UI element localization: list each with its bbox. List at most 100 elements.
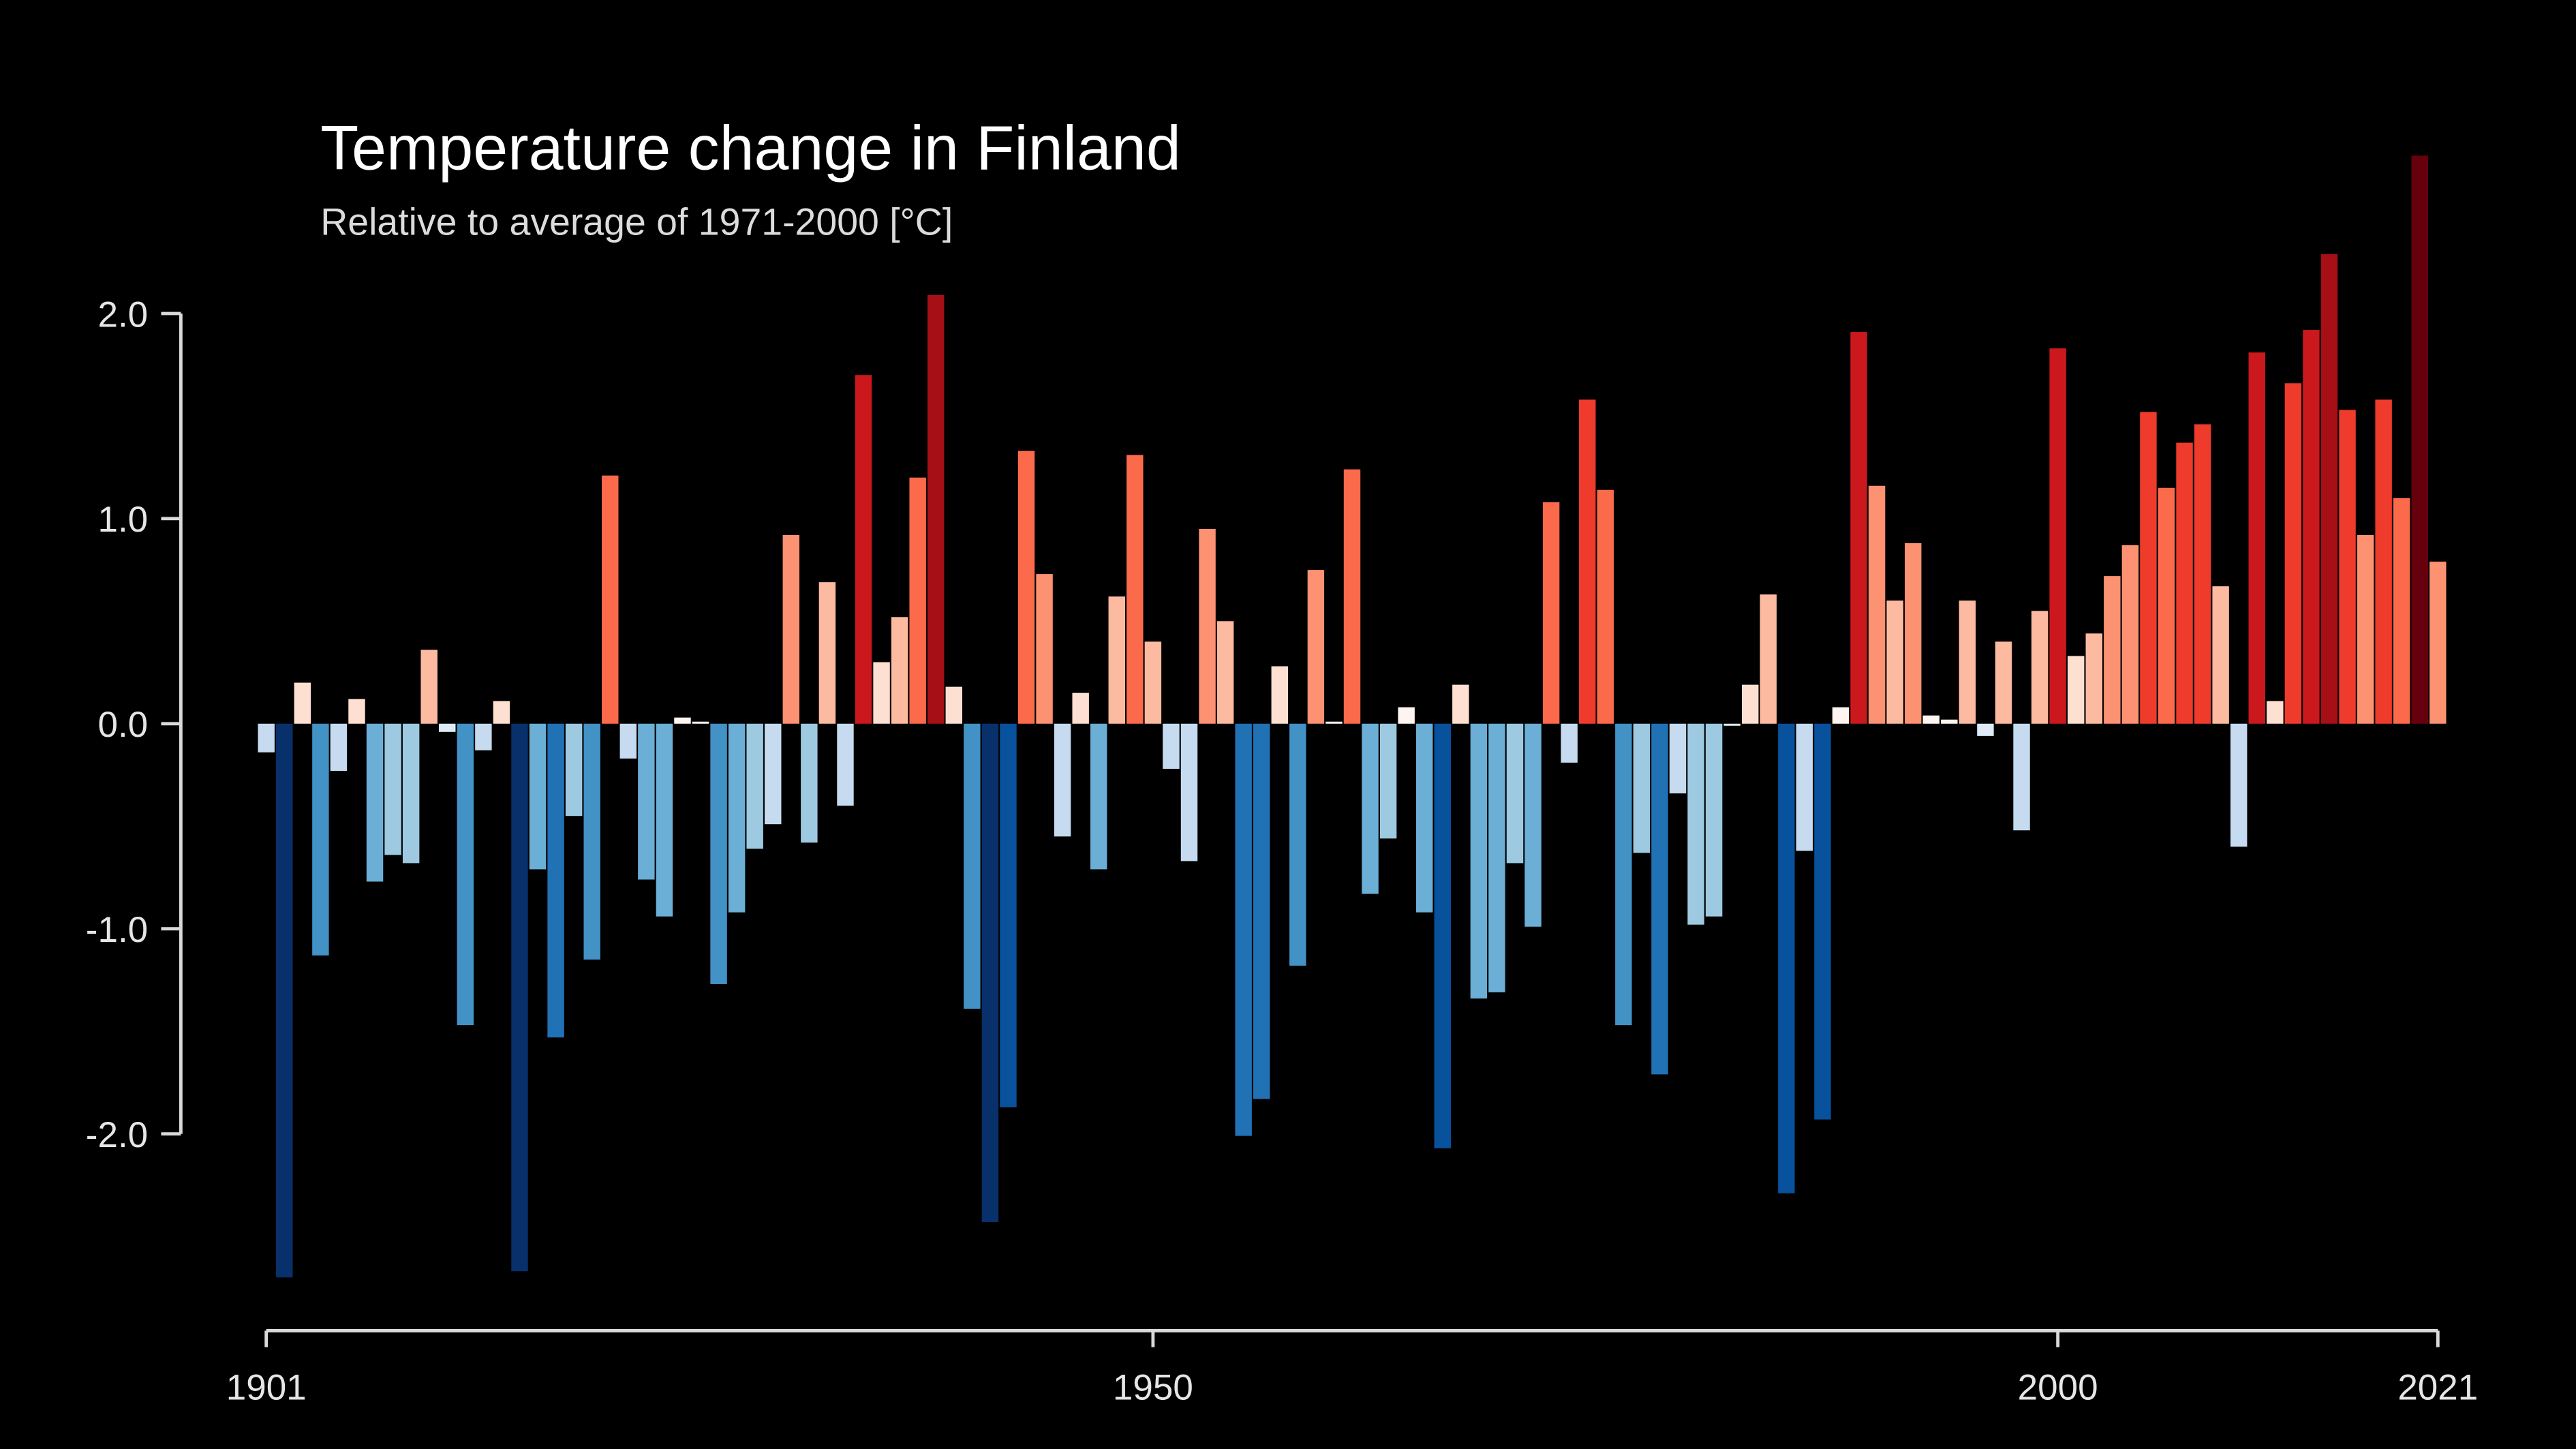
bar — [746, 723, 763, 849]
bar — [782, 534, 800, 724]
y-tick-label: 2.0 — [97, 294, 148, 335]
bar — [384, 723, 401, 855]
bar — [2031, 611, 2049, 724]
bar — [2339, 410, 2356, 724]
bar — [1977, 723, 1994, 736]
bar — [692, 721, 709, 724]
bar — [964, 723, 981, 1009]
bar — [619, 723, 637, 759]
x-tick-label: 2000 — [2018, 1368, 2098, 1408]
bar — [2230, 723, 2248, 847]
bar — [1452, 684, 1469, 724]
bar — [1434, 723, 1451, 1148]
bar — [2411, 155, 2428, 724]
bar — [2284, 383, 2302, 724]
bar — [1669, 723, 1687, 794]
bar — [2429, 562, 2447, 724]
bar — [348, 699, 365, 724]
bar — [1072, 692, 1089, 724]
bar — [1180, 723, 1198, 861]
bar — [2303, 330, 2320, 724]
bar — [1760, 594, 1777, 724]
bar — [1000, 723, 1017, 1108]
bar — [2140, 412, 2157, 724]
bar — [2357, 534, 2374, 724]
bar — [2049, 348, 2066, 724]
bar — [1814, 723, 1831, 1120]
bar — [1036, 574, 1053, 724]
bar — [2013, 723, 2030, 831]
bar — [891, 617, 908, 724]
bar — [1542, 502, 1560, 724]
bar — [1235, 723, 1252, 1136]
y-tick-label: -1.0 — [86, 910, 148, 950]
bar — [1579, 399, 1596, 724]
bar — [728, 723, 746, 913]
bar — [1741, 684, 1759, 724]
bar — [1886, 600, 1903, 724]
y-tick-label: -2.0 — [86, 1115, 148, 1155]
bar — [1941, 719, 1958, 724]
bar — [565, 723, 583, 817]
bar — [1633, 723, 1651, 853]
bar — [602, 475, 619, 724]
bar — [1868, 485, 1886, 724]
bar — [656, 723, 673, 917]
bar — [2194, 424, 2211, 724]
bar — [2320, 254, 2338, 724]
bar — [1271, 666, 1289, 724]
bar — [1343, 469, 1361, 724]
bar — [366, 723, 384, 882]
bar — [1651, 723, 1668, 1075]
bar — [981, 723, 999, 1222]
bar — [402, 723, 420, 864]
bar — [1108, 596, 1126, 724]
bar — [801, 723, 818, 843]
bar — [1470, 723, 1488, 999]
bar — [1561, 723, 1578, 763]
bar — [945, 686, 963, 724]
x-tick-label: 1950 — [1113, 1368, 1193, 1408]
bar — [2085, 633, 2102, 724]
bar — [2176, 442, 2193, 724]
bar — [638, 723, 655, 880]
bar — [420, 650, 438, 724]
bar — [2375, 399, 2392, 724]
bar — [1126, 455, 1144, 724]
bar — [765, 723, 782, 825]
y-tick-label: 1.0 — [97, 500, 148, 540]
bar — [1379, 723, 1397, 839]
bar — [1687, 723, 1704, 925]
bar — [2393, 498, 2410, 724]
bar — [1325, 721, 1343, 724]
bar — [457, 723, 474, 1026]
bar — [1144, 641, 1162, 724]
x-tick-label: 2021 — [2397, 1368, 2478, 1408]
chart-subtitle: Relative to average of 1971-2000 [°C] — [320, 201, 953, 243]
bar — [583, 723, 600, 960]
bar — [1017, 451, 1035, 724]
bar — [1615, 723, 1632, 1026]
bar — [927, 294, 945, 724]
bar — [1832, 707, 1850, 724]
bar — [2121, 545, 2139, 724]
bar — [1778, 723, 1795, 1193]
bar — [258, 723, 275, 752]
bar — [1090, 723, 1107, 870]
bar — [294, 682, 311, 724]
bar — [909, 477, 926, 724]
bar — [276, 723, 293, 1278]
bar — [330, 723, 348, 772]
bar — [1163, 723, 1180, 769]
bar — [312, 723, 329, 956]
bar — [1199, 528, 1216, 724]
bar — [1904, 543, 1922, 724]
bar — [1796, 723, 1813, 851]
bar — [1416, 723, 1433, 913]
bar — [1597, 489, 1614, 724]
bar — [2267, 701, 2284, 724]
bar — [475, 723, 492, 750]
bar — [2158, 487, 2175, 724]
